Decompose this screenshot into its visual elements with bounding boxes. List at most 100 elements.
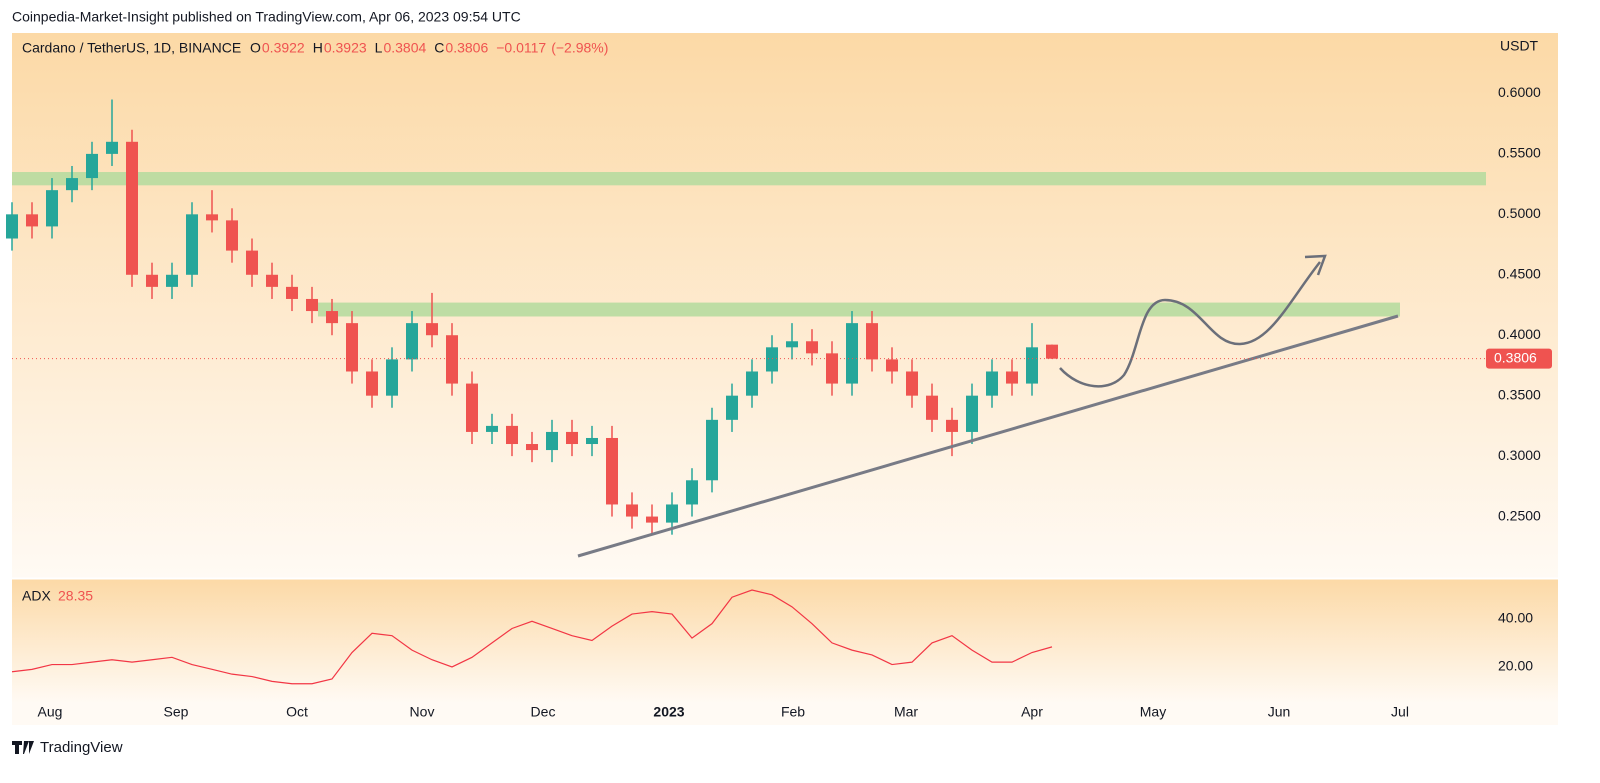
adx-tick-label: 40.00 (1498, 610, 1533, 626)
y-tick-label: 0.3500 (1498, 386, 1541, 402)
x-tick-label: Nov (410, 704, 435, 720)
candle-body (6, 214, 18, 239)
candle-body (966, 395, 978, 432)
ohlc-letter: L (375, 40, 383, 56)
candle-body (706, 419, 718, 481)
x-tick-label: Feb (781, 704, 805, 720)
candle-body (66, 178, 78, 191)
chart-title: Cardano / TetherUS, 1D, BINANCE (22, 40, 241, 56)
y-tick-label: 0.4500 (1498, 265, 1541, 281)
candle-body (746, 371, 758, 396)
candle-body (606, 437, 618, 505)
ohlc-value: 0.3922 (262, 40, 305, 56)
candle-body (306, 298, 318, 312)
x-tick-label: Mar (894, 704, 918, 720)
candle-body (626, 504, 638, 517)
y-tick-label: 0.5500 (1498, 145, 1541, 161)
last-price-label: 0.3806 (1494, 349, 1537, 365)
ohlc-value: 0.3804 (383, 40, 426, 56)
candles (6, 99, 1058, 535)
ohlc-letter: O (250, 40, 261, 56)
footer: TradingView (40, 739, 123, 756)
candle-body (326, 311, 338, 324)
x-tick-label: Sep (164, 704, 189, 720)
x-tick-label: Jun (1268, 704, 1291, 720)
candle-body (166, 274, 178, 287)
candle-body (466, 383, 478, 432)
zone (318, 302, 1400, 317)
candle-body (666, 504, 678, 523)
publisher: Coinpedia-Market-Insight published on Tr… (12, 9, 521, 25)
candle-body (186, 214, 198, 275)
candle-body (386, 359, 398, 396)
candle-body (1026, 347, 1038, 384)
y-tick-label: 0.5000 (1498, 205, 1541, 221)
candle-body (726, 395, 738, 420)
candle-body (586, 437, 598, 445)
adx-name: ADX (22, 588, 51, 604)
projection-arrowhead (1304, 254, 1327, 276)
candle-body (346, 323, 358, 372)
x-tick-label: Oct (286, 704, 308, 720)
candle-body (866, 323, 878, 360)
y-tick-label: 0.6000 (1498, 84, 1541, 100)
candle-body (506, 425, 518, 445)
last-price-box (1486, 348, 1552, 369)
ohlc-value: 0.3923 (324, 40, 367, 56)
candle-body (906, 371, 918, 396)
candle-body (1006, 371, 1018, 384)
zones (12, 172, 1486, 317)
y-unit: USDT (1500, 38, 1539, 54)
x-tick-label: May (1140, 704, 1166, 720)
ohlc-letter: H (313, 40, 323, 56)
adx-value: 28.35 (58, 588, 93, 604)
tv-logo (12, 741, 34, 754)
candle-body (826, 353, 838, 384)
adx-pane (12, 579, 1558, 703)
candle-body (146, 274, 158, 287)
candle-body (566, 431, 578, 445)
candle-body (646, 516, 658, 523)
candle-body (786, 341, 798, 348)
candle-body (46, 190, 58, 227)
ohlc-value: 0.3806 (445, 40, 488, 56)
change: −0.0117 (496, 40, 546, 56)
zone (12, 172, 1486, 186)
candle-body (426, 323, 438, 336)
candle-body (206, 214, 218, 221)
candle-body (1046, 344, 1058, 359)
adx-tick-label: 20.00 (1498, 658, 1533, 674)
trendline (577, 314, 1399, 558)
candle-body (686, 480, 698, 505)
x-tick-label: Apr (1021, 704, 1043, 720)
candle-body (546, 431, 558, 451)
candle-body (86, 153, 98, 179)
candle-body (246, 250, 258, 275)
candle-body (126, 141, 138, 275)
candle-body (946, 419, 958, 432)
candle-body (446, 335, 458, 384)
time-axis (12, 703, 1558, 725)
x-tick-label: 2023 (653, 704, 684, 720)
candle-body (286, 286, 298, 299)
x-tick-label: Jul (1391, 704, 1409, 720)
x-tick-label: Dec (531, 704, 556, 720)
candle-body (26, 214, 38, 227)
candle-body (926, 395, 938, 420)
candle-body (846, 323, 858, 384)
candle-body (406, 323, 418, 360)
adx-line (11, 589, 1053, 685)
x-tick-label: Aug (38, 704, 63, 720)
candle-body (986, 371, 998, 396)
candle-body (766, 347, 778, 372)
candle-body (486, 425, 498, 432)
candle-body (266, 274, 278, 287)
projection-path (1059, 261, 1321, 388)
candle-body (226, 220, 238, 251)
candle-body (106, 141, 118, 154)
y-tick-label: 0.3000 (1498, 447, 1541, 463)
candle-body (526, 444, 538, 451)
candle-body (366, 371, 378, 396)
